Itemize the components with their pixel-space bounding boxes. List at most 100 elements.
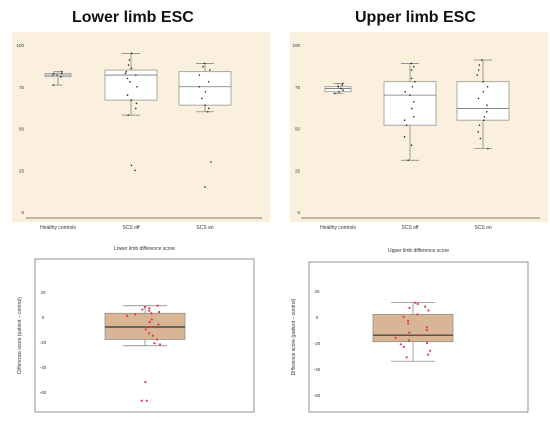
upper-diff-data-point: [416, 302, 419, 306]
lower-diff-title: Lower limb difference score: [114, 246, 175, 252]
upper-esc-data-point: [409, 94, 411, 96]
upper-esc-category-label: SCS off: [401, 225, 419, 231]
lower-diff-y-axis-label: Difference score (patient – control): [17, 297, 23, 374]
lower-esc-data-point: [198, 85, 201, 88]
lower-limb-title: Lower limb ESC: [72, 9, 194, 26]
lower-esc-data-point: [134, 169, 136, 172]
lower-esc-category-label: SCS on: [196, 225, 213, 231]
lower-diff-data-point: [150, 318, 153, 321]
upper-diff-data-point: [408, 306, 411, 309]
lower-esc-data-point: [127, 114, 130, 116]
upper-diff-data-point: [424, 305, 427, 308]
upper-esc-ytick-label: 50: [295, 127, 301, 132]
upper-limb-title: Upper limb ESC: [355, 9, 476, 26]
lower-diff-data-point: [155, 338, 159, 341]
upper-diff-data-point: [399, 343, 402, 346]
lower-esc-data-point: [130, 99, 133, 101]
upper-esc-data-point: [482, 80, 485, 83]
upper-diff-data-point: [427, 353, 430, 356]
upper-esc-data-point: [413, 100, 415, 103]
upper-esc-data-point: [483, 116, 486, 118]
lower-esc-ytick-label: 25: [19, 168, 25, 173]
upper-diff-title: Upper limb difference score: [388, 248, 449, 254]
lower-esc-ytick-label: 75: [19, 85, 25, 90]
lower-esc-data-point: [202, 65, 204, 68]
lower-esc-data-point: [204, 186, 206, 188]
lower-esc-data-point: [198, 74, 201, 76]
upper-esc-data-point: [410, 77, 413, 80]
upper-diff-ytick-label: 20: [314, 289, 320, 294]
upper-diff-data-point: [414, 301, 417, 304]
lower-diff-ytick-label: -20: [40, 340, 47, 345]
upper-diff-data-point: [402, 315, 405, 319]
upper-diff-data-point: [417, 334, 420, 337]
lower-esc-data-point: [135, 74, 137, 76]
upper-esc-data-point: [410, 107, 413, 110]
upper-esc-data-point: [403, 136, 406, 138]
lower-diff-chart: Lower limb difference score -60 -40 -20 0 20 D…: [17, 246, 255, 413]
lower-diff-data-point: [126, 314, 129, 317]
lower-esc-data-point: [129, 80, 131, 83]
upper-esc-data-point: [403, 119, 406, 121]
upper-esc-data-point: [413, 116, 415, 118]
upper-esc-box: [383, 81, 437, 126]
upper-esc-data-point: [478, 64, 481, 66]
upper-diff-data-point: [425, 341, 429, 345]
upper-esc-data-point: [482, 90, 485, 93]
lower-esc-data-point: [127, 64, 130, 66]
lower-diff-data-point: [157, 323, 160, 326]
upper-esc-data-point: [477, 97, 480, 100]
upper-esc-category-label: SCS on: [474, 225, 491, 231]
lower-diff-data-point: [144, 328, 147, 331]
lower-diff-ytick-label: -60: [40, 390, 47, 395]
lower-diff-data-point: [148, 309, 151, 312]
lower-esc-data-point: [134, 107, 137, 110]
upper-esc-data-point: [410, 69, 413, 71]
upper-diff-data-point: [425, 328, 428, 332]
lower-esc-data-point: [56, 74, 58, 76]
upper-esc-data-point: [477, 69, 480, 71]
lower-esc-data-point: [203, 62, 206, 65]
upper-diff-data-point: [405, 356, 408, 359]
upper-esc-plot-area: [290, 32, 548, 222]
upper-esc-data-point: [483, 119, 485, 121]
lower-esc-data-point: [124, 72, 127, 75]
lower-diff-data-point: [134, 313, 137, 316]
lower-diff-data-point: [144, 380, 147, 384]
lower-diff-data-point: [158, 343, 162, 346]
upper-diff-data-point: [425, 326, 429, 329]
upper-esc-data-point: [481, 59, 483, 61]
lower-esc-data-point: [53, 72, 55, 75]
lower-esc-data-point: [204, 104, 206, 106]
lower-esc-data-point: [200, 97, 203, 100]
lower-esc-data-point: [61, 72, 63, 75]
upper-esc-data-point: [410, 62, 413, 65]
lower-diff-ytick-label: 20: [40, 290, 46, 295]
upper-diff-data-point: [408, 331, 411, 334]
upper-esc-data-point: [477, 131, 480, 133]
upper-esc-data-point: [404, 90, 406, 93]
lower-esc-data-point: [209, 69, 211, 71]
upper-esc-box: [324, 86, 352, 93]
lower-esc-data-point: [130, 67, 133, 70]
lower-diff-data-point: [150, 312, 153, 315]
lower-esc-data-point: [60, 70, 63, 73]
lower-esc-data-point: [204, 90, 207, 93]
upper-diff-data-point: [428, 349, 432, 352]
upper-esc-data-point: [478, 124, 481, 126]
lower-esc-data-point: [52, 74, 54, 76]
upper-esc-data-point: [410, 144, 413, 146]
upper-diff-ytick-label: -60: [314, 393, 321, 398]
lower-esc-box: [178, 71, 232, 106]
lower-esc-chart: 0 25 50 75 100 Healthy controls SCS off SCS on: [12, 32, 270, 231]
upper-esc-data-point: [411, 85, 414, 88]
lower-diff-data-point: [147, 332, 151, 335]
upper-esc-ytick-label: 25: [295, 168, 301, 173]
upper-diff-y-axis-label: Difference score (patient – control): [291, 298, 297, 375]
upper-esc-ytick-label: 0: [297, 210, 300, 215]
upper-diff-data-point: [402, 345, 405, 348]
upper-esc-data-point: [342, 82, 344, 85]
upper-diff-data-point: [394, 336, 397, 339]
lower-esc-category-label: Healthy controls: [40, 225, 76, 231]
